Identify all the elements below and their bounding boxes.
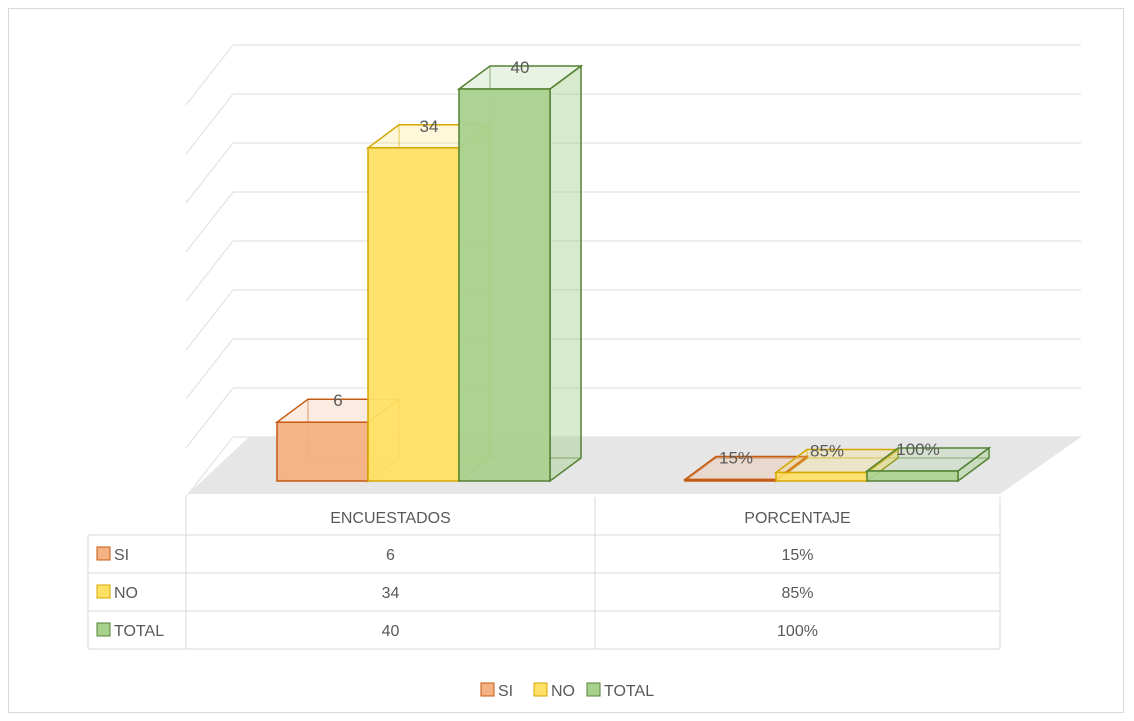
bar-front	[367, 147, 460, 482]
table-cell: 6	[386, 547, 395, 564]
bar-front	[866, 470, 959, 482]
legend-key	[533, 682, 548, 697]
table-cell: 85%	[781, 585, 813, 602]
table-cell: 34	[382, 585, 400, 602]
table-series-name: TOTAL	[114, 623, 164, 640]
data-label: 85%	[810, 442, 844, 461]
bar-total-encuestados	[456, 64, 584, 483]
table-cell: 15%	[781, 547, 813, 564]
table-legend-key	[96, 622, 111, 637]
data-label: 15%	[719, 449, 753, 468]
gridline-side	[185, 93, 234, 155]
legend-key	[480, 682, 495, 697]
bar-front	[276, 421, 369, 482]
table-legend-key	[96, 584, 111, 599]
gridline-side	[185, 191, 234, 253]
legend-key	[586, 682, 601, 697]
table-series-name: NO	[114, 585, 138, 602]
gridline-side	[185, 436, 234, 498]
bar-front	[458, 88, 551, 482]
gridline-side	[185, 44, 234, 106]
bar-side	[549, 64, 582, 483]
bar-front	[775, 471, 868, 482]
data-label: 34	[420, 117, 439, 136]
data-label: 100%	[896, 440, 939, 459]
bar-total-porcentaje	[864, 446, 992, 483]
table-cell: 40	[382, 623, 400, 640]
data-table: ENCUESTADOS PORCENTAJE SI 6 15% NO 34 85% TOTAL 4…	[87, 497, 1001, 650]
gridline-side	[185, 240, 234, 302]
data-label: 6	[333, 391, 342, 410]
legend-label: NO	[551, 683, 575, 700]
gridline-side	[185, 142, 234, 204]
table-cell: 100%	[777, 623, 818, 640]
chart-frame	[8, 8, 1124, 713]
bar-front	[684, 478, 777, 482]
data-labels: 6 15% 34 85% 40 100%	[333, 58, 939, 468]
data-label: 40	[511, 58, 530, 77]
gridline-side	[185, 338, 234, 400]
legend-label: TOTAL	[604, 683, 654, 700]
table-header: PORCENTAJE	[744, 510, 850, 527]
legend: SI NO TOTAL	[480, 682, 654, 700]
table-series-name: SI	[114, 547, 129, 564]
bar-back-edge	[684, 457, 717, 482]
gridline-side	[185, 387, 234, 449]
table-header: ENCUESTADOS	[330, 510, 451, 527]
table-legend-key	[96, 546, 111, 561]
bars	[274, 64, 992, 483]
gridline-side	[185, 289, 234, 351]
legend-label: SI	[498, 683, 513, 700]
